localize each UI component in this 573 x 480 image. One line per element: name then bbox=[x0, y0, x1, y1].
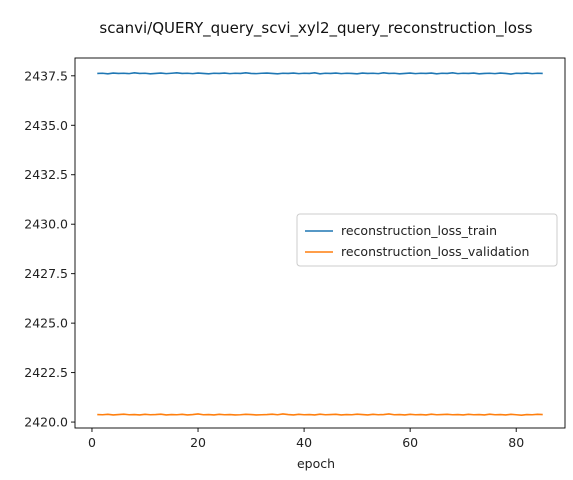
series-line-validation bbox=[97, 413, 543, 416]
plot-series bbox=[97, 72, 543, 416]
legend-validation-label: reconstruction_loss_validation bbox=[341, 244, 529, 259]
legend-train-label: reconstruction_loss_train bbox=[341, 223, 497, 238]
y-tick-label: 2435.0 bbox=[24, 118, 68, 133]
x-tick-label: 60 bbox=[402, 435, 418, 450]
plot-frame bbox=[74, 57, 566, 429]
y-tick-label: 2432.5 bbox=[24, 167, 68, 182]
y-tick-label: 2427.5 bbox=[24, 266, 68, 281]
x-tick-label: 20 bbox=[190, 435, 206, 450]
x-axis-label: epoch bbox=[297, 456, 335, 471]
x-axis-ticks: 0 20 40 60 80 bbox=[88, 428, 524, 450]
x-tick-label: 40 bbox=[296, 435, 312, 450]
y-axis-ticks: 2420.0 2422.5 2425.0 2427.5 2430.0 2432.5 2435… bbox=[24, 68, 75, 430]
y-tick-label: 2425.0 bbox=[24, 316, 68, 331]
legend: reconstruction_loss_train reconstruction… bbox=[296, 213, 558, 267]
x-tick-label: 80 bbox=[508, 435, 524, 450]
legend-frame bbox=[296, 213, 558, 267]
y-tick-label: 2430.0 bbox=[24, 217, 68, 232]
y-tick-label: 2437.5 bbox=[24, 68, 68, 83]
y-tick-label: 2422.5 bbox=[24, 365, 68, 380]
x-tick-label: 0 bbox=[88, 435, 96, 450]
chart-title: scanvi/QUERY_query_scvi_xyl2_query_recon… bbox=[99, 19, 532, 38]
y-tick-label: 2420.0 bbox=[24, 415, 68, 430]
series-line-train bbox=[97, 72, 543, 75]
